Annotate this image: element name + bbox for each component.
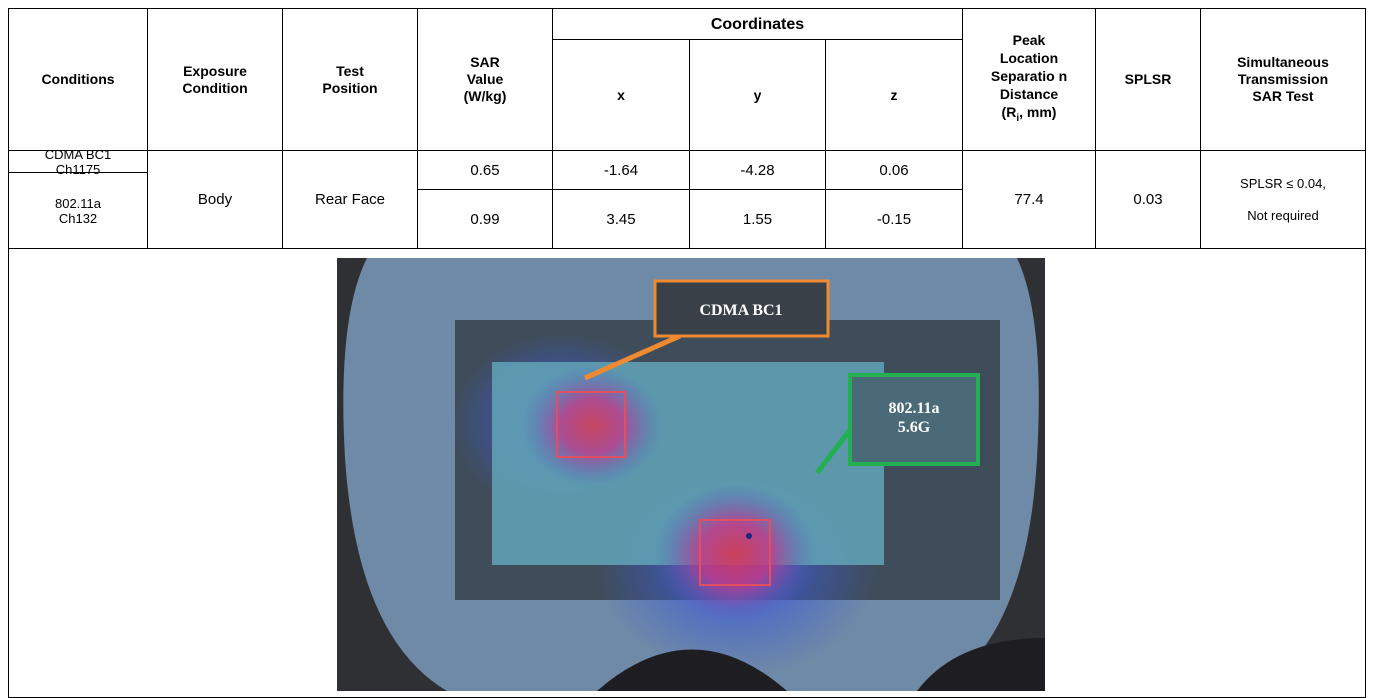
header-text: Coordinates — [710, 15, 805, 33]
header-text: SAR Value (W/kg) — [463, 54, 507, 104]
annotation-label: CDMA BC1 — [699, 302, 782, 319]
header-cell: SPLSR — [1095, 8, 1201, 151]
cell: SPLSR ≤ 0.04, Not required — [1200, 150, 1366, 249]
header-cell: SAR Value (W/kg) — [417, 8, 553, 151]
arrow — [815, 428, 852, 475]
header-cell: x — [552, 39, 690, 151]
shadow — [917, 638, 1045, 691]
cell: -4.28 — [689, 150, 826, 190]
cell-text: -1.64 — [603, 161, 639, 179]
header-text: x — [617, 86, 625, 103]
unit: (R — [1001, 104, 1017, 121]
header-cell: Simultaneous Transmission SAR Test — [1200, 8, 1366, 151]
cell-text: 0.06 — [879, 161, 909, 179]
header-cell: z — [825, 39, 963, 151]
arrow — [583, 333, 682, 381]
cell-text: 802.11a Ch132 — [54, 195, 102, 226]
cell: Body — [147, 150, 283, 249]
cell-text: 0.65 — [470, 161, 500, 179]
cell-text: 0.99 — [470, 210, 500, 228]
header-cell: Exposure Condition — [147, 8, 283, 151]
annotation-box — [653, 279, 830, 338]
header-text: Simultaneous Transmission SAR Test — [1237, 54, 1329, 104]
scan-area — [699, 519, 771, 586]
cell: 0.03 — [1095, 150, 1201, 249]
hotspot — [522, 366, 662, 486]
cell: 0.06 — [825, 150, 963, 190]
header-text: z — [890, 86, 898, 103]
cell-text: SPLSR ≤ 0.04, — [1240, 175, 1326, 191]
peak-point — [746, 533, 752, 539]
cell-text: -4.28 — [740, 161, 775, 179]
cell: CDMA BC1 Ch1175 — [8, 147, 148, 177]
cell: 0.99 — [417, 189, 553, 249]
cell: -0.15 — [825, 189, 963, 249]
cell: -1.64 — [552, 150, 690, 190]
header-text: Exposure Condition — [182, 62, 248, 96]
header-cell: Test Position — [282, 8, 418, 151]
hotspot — [655, 484, 815, 624]
unit-sub: i — [1016, 112, 1020, 124]
cell-text: 0.03 — [1133, 191, 1163, 208]
unit: , mm) — [1019, 104, 1057, 121]
cell-text: Not required — [1247, 207, 1319, 223]
header-text: Peak — [1012, 32, 1046, 49]
cell: 0.65 — [417, 150, 553, 190]
cell-text: 3.45 — [606, 210, 636, 228]
header-text: y — [753, 86, 762, 103]
annotation-box — [848, 373, 980, 466]
header-cell: Peak Location Separatio n Distance (Ri, … — [962, 8, 1096, 151]
scan-area — [556, 391, 626, 458]
header-text: Location Separatio n Distance — [990, 50, 1068, 103]
cell-text: 1.55 — [742, 210, 773, 228]
header-cell: Coordinates — [552, 8, 963, 40]
cell-text: 77.4 — [1014, 191, 1044, 208]
cell-text: Body — [197, 191, 233, 208]
header-text: SPLSR — [1124, 71, 1172, 87]
header-text: (Ri, mm) — [1002, 103, 1057, 128]
header-cell: Conditions — [8, 8, 148, 151]
header-text: Test Position — [322, 62, 378, 96]
annotation-label: 802.11a — [888, 400, 939, 417]
cell: 802.11a Ch132 — [8, 172, 148, 249]
cell-text: -0.15 — [876, 210, 912, 228]
cell: Rear Face — [282, 150, 418, 249]
cell: 77.4 — [962, 150, 1096, 249]
sar-image: CDMA BC1 802.11a 5.6G — [337, 258, 1045, 691]
annotation-label: 5.6G — [898, 419, 931, 436]
header-text: Conditions — [41, 71, 115, 87]
cell-text: Rear Face — [314, 191, 386, 208]
cell: 1.55 — [689, 189, 826, 249]
cell: 3.45 — [552, 189, 690, 249]
shadow — [597, 649, 787, 691]
header-cell: y — [689, 39, 826, 151]
